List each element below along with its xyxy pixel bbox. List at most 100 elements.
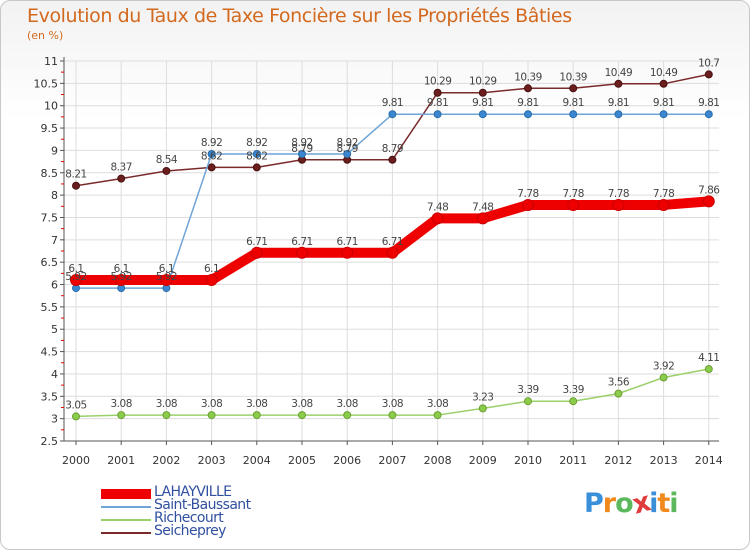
legend-item: Saint-Baussant xyxy=(101,497,341,514)
data-point xyxy=(115,274,128,287)
data-label: 3.08 xyxy=(337,398,358,410)
data-label: 3.08 xyxy=(111,398,132,410)
data-label: 10.29 xyxy=(424,76,452,88)
x-tick-label: 2008 xyxy=(424,454,452,467)
data-point xyxy=(117,411,126,420)
data-point xyxy=(524,110,532,119)
data-label: 9.81 xyxy=(653,97,674,109)
data-point xyxy=(388,155,397,164)
data-label: 3.56 xyxy=(608,377,630,389)
data-label: 3.08 xyxy=(156,398,177,410)
y-tick-label: 2.5 xyxy=(41,435,59,448)
data-label: 7.48 xyxy=(427,201,448,213)
x-tick-label: 2001 xyxy=(107,454,135,467)
y-tick-label: 8 xyxy=(51,189,58,202)
data-point xyxy=(296,246,308,259)
data-point xyxy=(659,110,668,119)
data-point xyxy=(476,212,489,225)
data-point xyxy=(659,373,668,382)
x-tick-label: 2009 xyxy=(469,454,497,467)
data-point xyxy=(72,181,80,190)
data-label: 3.39 xyxy=(517,384,538,396)
data-point xyxy=(162,166,171,175)
data-label: 6.71 xyxy=(382,236,403,248)
data-label: 8.92 xyxy=(201,137,222,149)
data-label: 9.81 xyxy=(698,97,719,109)
data-point xyxy=(433,110,442,119)
data-point xyxy=(659,79,668,88)
data-point xyxy=(388,411,397,420)
data-point xyxy=(70,274,82,287)
data-point xyxy=(343,411,352,420)
data-point xyxy=(614,110,623,119)
x-tick-label: 2002 xyxy=(152,454,180,467)
data-label: 8.37 xyxy=(111,162,132,174)
data-point xyxy=(388,110,397,119)
legend-label: Seicheprey xyxy=(154,523,226,539)
data-label: 5.92 xyxy=(156,271,177,283)
legend-swatch xyxy=(101,532,151,534)
x-tick-label: 2006 xyxy=(333,454,361,467)
x-tick-label: 2011 xyxy=(559,454,587,467)
data-point xyxy=(160,274,173,287)
data-point xyxy=(341,246,354,259)
y-tick-label: 9 xyxy=(51,144,58,157)
data-label: 10.39 xyxy=(514,71,542,83)
data-label: 8.92 xyxy=(291,137,312,149)
data-point xyxy=(298,149,306,158)
legend-label: Saint-Baussant xyxy=(154,497,251,513)
y-tick-label: 3.5 xyxy=(41,390,59,403)
data-point xyxy=(704,70,713,79)
data-label: 8.79 xyxy=(382,143,403,155)
data-label: 8.21 xyxy=(65,169,86,181)
chart-title: Evolution du Taux de Taxe Foncière sur l… xyxy=(27,5,572,27)
data-label: 6.71 xyxy=(246,236,267,248)
data-point xyxy=(478,88,487,97)
data-label: 3.05 xyxy=(65,399,86,411)
y-tick-label: 5 xyxy=(51,323,58,336)
data-label: 5.92 xyxy=(65,271,86,283)
data-label: 8.62 xyxy=(201,150,222,162)
legend-swatch xyxy=(101,519,151,521)
x-tick-label: 2004 xyxy=(243,454,271,467)
legend-swatch xyxy=(101,489,151,499)
data-label: 3.08 xyxy=(382,398,403,410)
data-point xyxy=(569,397,578,406)
data-label: 7.78 xyxy=(563,188,584,200)
x-tick-label: 2000 xyxy=(62,454,90,467)
data-point xyxy=(704,110,713,119)
y-tick-label: 8.5 xyxy=(41,167,59,180)
legend-swatch xyxy=(101,506,151,508)
data-label: 7.78 xyxy=(517,188,538,200)
x-tick-label: 2014 xyxy=(695,454,723,467)
data-point xyxy=(205,274,218,287)
data-point xyxy=(614,79,623,88)
data-label: 8.62 xyxy=(246,150,267,162)
data-point xyxy=(252,411,261,420)
y-tick-label: 3 xyxy=(51,413,58,426)
y-tick-label: 11 xyxy=(44,55,58,68)
data-point xyxy=(72,412,80,421)
x-tick-label: 2010 xyxy=(514,454,542,467)
data-point xyxy=(433,88,442,97)
data-point xyxy=(162,411,171,420)
data-label: 3.08 xyxy=(201,398,222,410)
data-label: 6.1 xyxy=(114,263,129,275)
data-point xyxy=(207,411,216,420)
y-tick-label: 5.5 xyxy=(41,301,59,314)
data-point xyxy=(614,389,623,398)
data-label: 10.7 xyxy=(698,57,719,69)
y-tick-label: 9.5 xyxy=(41,122,59,135)
y-tick-label: 4.5 xyxy=(41,346,59,359)
y-tick-label: 7 xyxy=(51,234,58,247)
legend-item: Seicheprey xyxy=(101,523,341,540)
data-label: 3.92 xyxy=(653,361,674,373)
data-label: 6.71 xyxy=(291,236,312,248)
data-label: 6.1 xyxy=(159,263,174,275)
data-point xyxy=(431,212,444,225)
x-tick-label: 2005 xyxy=(288,454,316,467)
data-point xyxy=(702,195,715,208)
data-point xyxy=(704,365,713,374)
